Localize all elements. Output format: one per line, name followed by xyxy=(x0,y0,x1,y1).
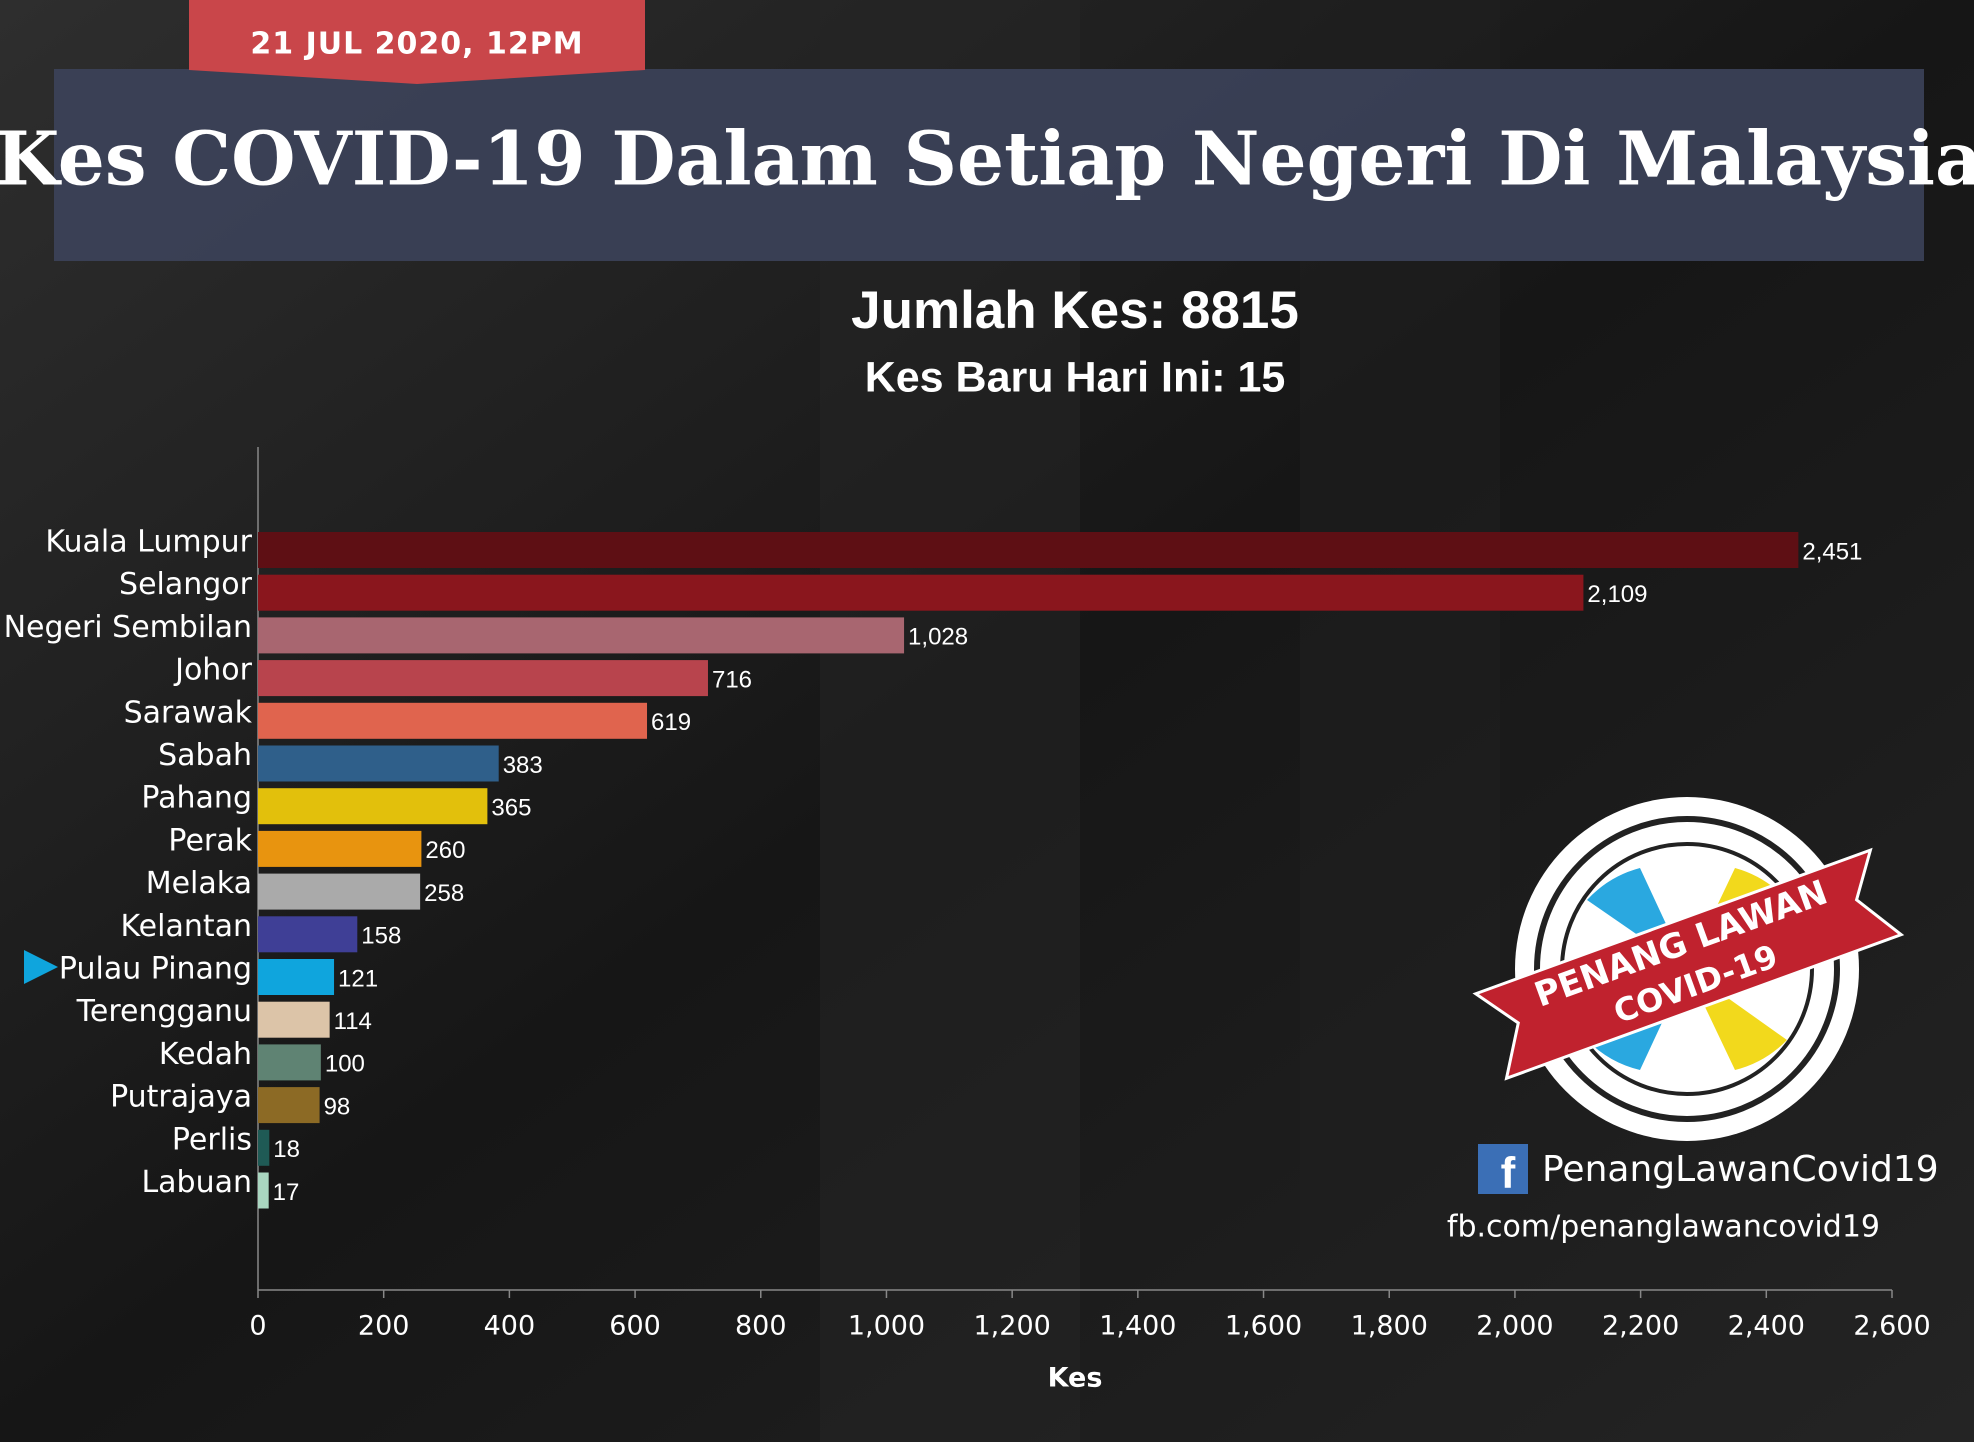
value-label: 716 xyxy=(712,666,752,693)
y-tick-label: Kelantan xyxy=(120,909,252,944)
bar xyxy=(258,873,421,910)
x-axis-title: Kes xyxy=(1048,1363,1103,1394)
value-label: 17 xyxy=(273,1179,300,1206)
value-label: 383 xyxy=(503,752,543,779)
bar xyxy=(258,574,1584,611)
logo-ring xyxy=(1534,816,1840,1122)
bar xyxy=(258,1001,330,1038)
y-tick-label: Melaka xyxy=(146,866,252,901)
y-tick-label: Perak xyxy=(168,823,252,858)
x-tick-label: 1,200 xyxy=(974,1311,1051,1342)
bar xyxy=(258,1087,320,1124)
y-tick-label: Kedah xyxy=(159,1037,252,1072)
value-label: 365 xyxy=(491,795,531,822)
bar xyxy=(258,532,1799,568)
y-tick-label: Kuala Lumpur xyxy=(45,525,252,560)
title-banner xyxy=(54,69,1924,261)
y-tick-label: Sarawak xyxy=(124,695,253,730)
x-tick-label: 2,200 xyxy=(1602,1311,1679,1342)
y-tick-label: Johor xyxy=(173,653,253,688)
value-label: 121 xyxy=(338,965,378,992)
value-label: 114 xyxy=(334,1008,372,1035)
x-tick-label: 600 xyxy=(609,1311,661,1342)
facebook-url[interactable]: fb.com/penanglawancovid19 xyxy=(1447,1210,1880,1245)
value-label: 2,451 xyxy=(1802,538,1862,565)
y-tick-label: Negeri Sembilan xyxy=(4,610,252,645)
x-tick-label: 200 xyxy=(358,1311,410,1342)
bar xyxy=(258,1172,269,1209)
x-tick-label: 2,600 xyxy=(1853,1311,1930,1342)
logo: PENANG LAWAN COVID-19 xyxy=(1472,797,1905,1141)
value-label: 98 xyxy=(324,1093,351,1120)
value-label: 100 xyxy=(325,1051,365,1078)
y-tick-label: Sabah xyxy=(158,738,252,773)
bar xyxy=(258,1129,270,1166)
value-label: 158 xyxy=(361,923,401,950)
x-tick-label: 1,000 xyxy=(848,1311,925,1342)
value-label: 1,028 xyxy=(908,624,968,651)
highlight-pointer xyxy=(24,950,58,984)
facebook-icon xyxy=(1478,1144,1528,1194)
x-tick-label: 2,000 xyxy=(1476,1311,1553,1342)
x-tick-label: 2,400 xyxy=(1728,1311,1805,1342)
bar xyxy=(258,788,488,825)
x-tick-label: 800 xyxy=(735,1311,787,1342)
value-label: 2,109 xyxy=(1587,581,1647,608)
value-label: 258 xyxy=(424,880,464,907)
date: 21 JUL 2020, 12PM xyxy=(250,27,583,62)
y-tick-label: Perlis xyxy=(172,1122,252,1157)
bar xyxy=(258,830,422,867)
y-tick-label: Pahang xyxy=(141,781,252,816)
logo-ribbon xyxy=(1472,847,1905,1081)
date-tab xyxy=(189,0,645,84)
x-tick-label: 1,800 xyxy=(1351,1311,1428,1342)
y-tick-label: Labuan xyxy=(141,1165,252,1200)
x-tick-label: 1,600 xyxy=(1225,1311,1302,1342)
value-label: 260 xyxy=(425,837,465,864)
bar xyxy=(258,916,358,953)
bar xyxy=(258,617,905,654)
x-tick-label: 400 xyxy=(484,1311,536,1342)
bar xyxy=(258,660,708,697)
y-tick-label: Pulau Pinang xyxy=(59,952,252,987)
value-label: 619 xyxy=(651,709,691,736)
y-tick-label: Selangor xyxy=(119,567,253,602)
facebook-icon-letter: f xyxy=(1501,1149,1516,1198)
bar xyxy=(258,959,335,995)
facebook-page[interactable]: PenangLawanCovid19 xyxy=(1542,1149,1939,1190)
y-tick-label: Terengganu xyxy=(76,994,252,1029)
bar xyxy=(258,1044,321,1081)
bar xyxy=(258,745,499,782)
chart-title: Kes COVID-19 Dalam Setiap Negeri Di Mala… xyxy=(0,117,1974,203)
value-label: 18 xyxy=(273,1136,300,1163)
x-tick-label: 1,400 xyxy=(1099,1311,1176,1342)
subtitle: Jumlah Kes: 8815 xyxy=(851,281,1299,340)
y-tick-label: Putrajaya xyxy=(110,1080,252,1115)
x-tick-label: 0 xyxy=(249,1311,266,1342)
bar xyxy=(258,702,648,739)
subtitle: Kes Baru Hari Ini: 15 xyxy=(865,353,1286,401)
